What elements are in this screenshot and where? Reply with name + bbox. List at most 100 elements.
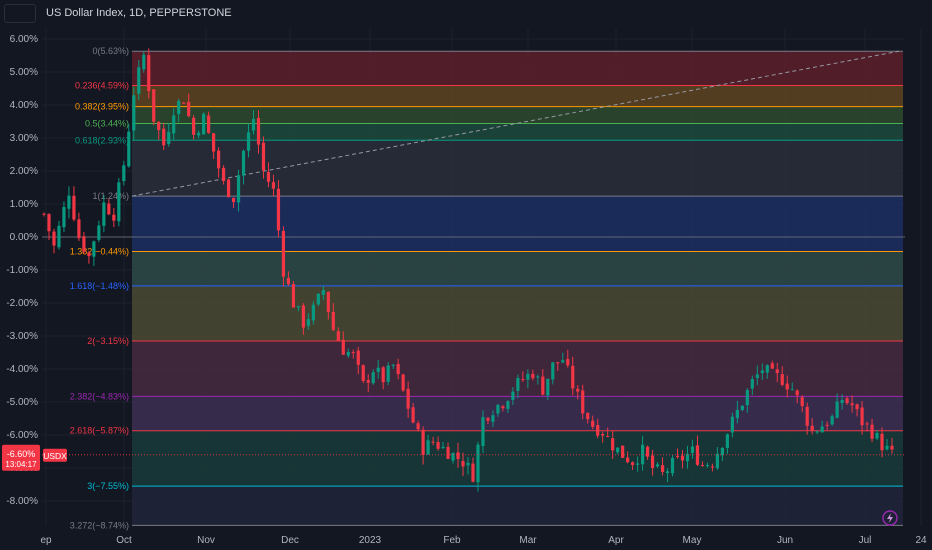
candle-body <box>870 424 874 439</box>
fib-band <box>132 123 903 141</box>
symbol-tag-label: USDX <box>43 451 67 461</box>
candle-body <box>865 423 869 425</box>
candle-body <box>336 331 340 341</box>
fib-level-label: 3(−7.55%) <box>87 481 129 491</box>
candle-body <box>351 351 355 353</box>
candle-body <box>326 291 330 313</box>
candle-body <box>536 376 540 378</box>
candle-body <box>476 444 480 483</box>
candle-body <box>765 365 769 373</box>
x-tick-label: ep <box>40 535 52 546</box>
candle-body <box>396 363 400 375</box>
candle-body <box>785 383 789 390</box>
lightning-icon-ring <box>882 510 898 526</box>
candle-body <box>391 364 395 366</box>
candle-body <box>486 418 490 421</box>
candle-body <box>780 374 784 385</box>
candle-body <box>586 412 590 420</box>
candle-body <box>112 214 116 221</box>
candle-body <box>117 182 121 222</box>
y-tick-label: 0.00% <box>10 232 38 243</box>
candle-body <box>695 445 700 465</box>
candle-body <box>501 406 505 409</box>
candle-body <box>576 388 580 392</box>
candle-body <box>411 407 415 423</box>
candle-body <box>626 457 630 463</box>
fib-level-label: 3.272(−8.74%) <box>70 520 129 530</box>
fib-band <box>132 285 903 341</box>
x-tick-label: Dec <box>281 535 299 546</box>
candle-body <box>152 89 156 122</box>
candle-body <box>157 121 161 131</box>
candle-body <box>406 388 410 409</box>
candle-body <box>321 290 325 295</box>
candle-body <box>301 305 305 328</box>
candle-body <box>216 150 221 169</box>
candle-body <box>631 462 635 466</box>
candle-body <box>341 339 345 355</box>
x-tick-label: Nov <box>197 535 215 546</box>
fib-level-label: 1(1.24%) <box>92 191 129 201</box>
candle-body <box>571 365 575 389</box>
candle-body <box>745 390 749 406</box>
candle-body <box>456 452 460 460</box>
symbol-tag-bg <box>43 448 67 462</box>
lightning-icon[interactable] <box>882 510 898 526</box>
candle-body <box>880 433 884 451</box>
candle-body <box>715 453 720 469</box>
symbol-search-box[interactable] <box>4 4 36 23</box>
fib-band <box>132 430 903 487</box>
x-tick-label: Apr <box>608 535 624 546</box>
fib-band <box>132 106 903 124</box>
x-tick-label: Jul <box>859 535 872 546</box>
candle-body <box>436 442 440 449</box>
candle-body <box>331 311 335 331</box>
chart-title: US Dollar Index, 1D, PEPPERSTONE <box>46 7 232 19</box>
candle-body <box>770 363 774 369</box>
candle-body <box>616 447 620 453</box>
fib-level-label: 0.382(3.95%) <box>75 102 129 112</box>
candle-body <box>800 397 804 407</box>
candle-body <box>256 118 261 145</box>
fib-band <box>132 396 903 431</box>
fib-level-label: 2.618(−5.87%) <box>70 426 129 436</box>
candle-body <box>521 379 525 381</box>
badge-bg <box>2 444 40 471</box>
fib-level-label: 2(−3.15%) <box>87 336 129 346</box>
fib-band <box>132 140 903 197</box>
candle-body <box>416 423 420 430</box>
candle-body <box>606 435 610 437</box>
candle-body <box>825 424 829 426</box>
candle-body <box>710 466 715 468</box>
candle-body <box>636 463 640 465</box>
candle-body <box>431 441 435 443</box>
y-tick-label: -8.00% <box>6 496 38 507</box>
x-tick-label: Jun <box>777 535 793 546</box>
candle-body <box>481 417 485 447</box>
lightning-icon-bolt <box>887 513 893 523</box>
candle-body <box>371 372 375 384</box>
candle-body <box>511 391 515 400</box>
candles <box>42 48 894 492</box>
candle-body <box>47 214 51 232</box>
x-tick-label: Mar <box>519 535 537 546</box>
candle-body <box>446 446 450 459</box>
candle-body <box>775 369 779 374</box>
candle-body <box>601 433 605 436</box>
fib-band <box>132 51 903 86</box>
candle-body <box>266 172 271 182</box>
candle-body <box>42 213 46 215</box>
fib-band <box>132 196 903 252</box>
candle-body <box>441 446 445 449</box>
candle-body <box>561 360 565 363</box>
y-axis: 6.00% 5.00% 4.00% 3.00% 2.00% 1.00% 0.00% -1.00… <box>6 34 38 507</box>
candle-body <box>316 293 320 305</box>
candle-body <box>122 165 126 182</box>
candle-body <box>241 150 246 176</box>
candle-body <box>376 367 380 372</box>
candle-body <box>611 438 615 451</box>
candle-body <box>830 416 834 425</box>
candle-body <box>52 231 56 246</box>
candle-body <box>127 131 131 167</box>
